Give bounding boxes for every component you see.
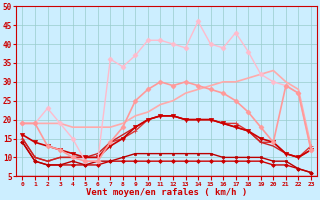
X-axis label: Vent moyen/en rafales ( km/h ): Vent moyen/en rafales ( km/h ) <box>86 188 247 197</box>
